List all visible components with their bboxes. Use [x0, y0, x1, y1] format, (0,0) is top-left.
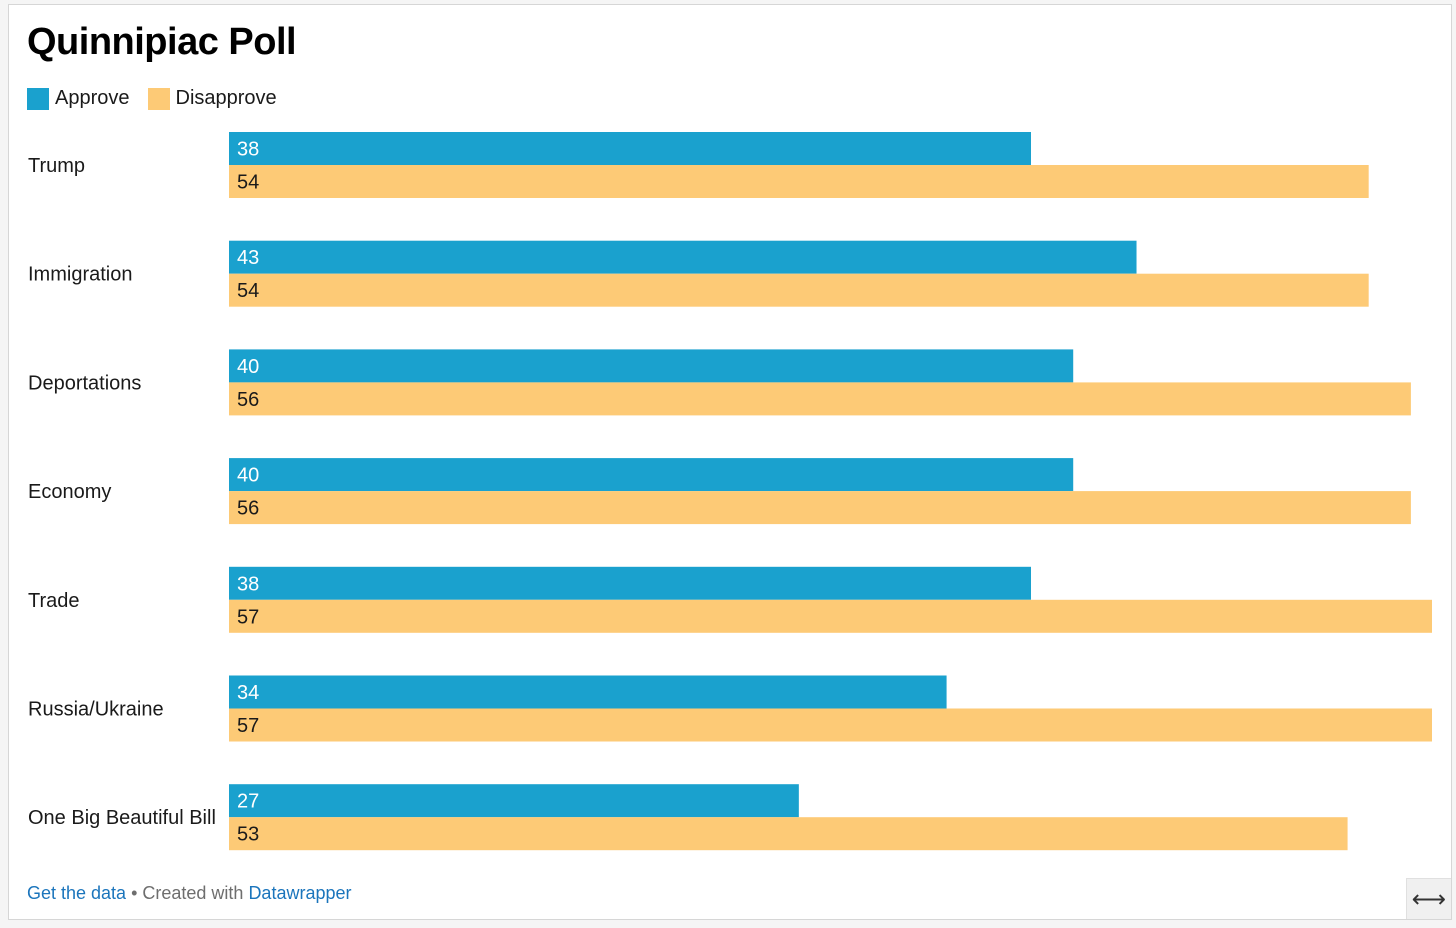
- legend-label-approve: Approve: [55, 87, 130, 109]
- value-label-disapprove-economy: 56: [237, 498, 259, 520]
- value-label-approve-one-big-beautiful-bill: 27: [237, 791, 259, 813]
- value-label-approve-russia-ukraine: 34: [237, 682, 259, 704]
- category-label-trump: Trump: [28, 155, 85, 177]
- chart-title: Quinnipiac Poll: [27, 21, 297, 63]
- value-label-approve-economy: 40: [237, 465, 259, 487]
- value-label-approve-immigration: 43: [237, 247, 259, 269]
- value-label-disapprove-russia-ukraine: 57: [237, 715, 259, 737]
- bar-approve-trump: [229, 132, 1031, 165]
- category-label-trade: Trade: [28, 590, 80, 612]
- bar-approve-immigration: [229, 240, 1137, 274]
- value-label-disapprove-immigration: 54: [237, 280, 259, 302]
- bar-disapprove-trump: [229, 165, 1369, 198]
- bar-disapprove-trade: [229, 599, 1432, 633]
- category-label-russia-ukraine: Russia/Ukraine: [28, 699, 164, 721]
- legend-label-disapprove: Disapprove: [175, 87, 277, 109]
- value-label-approve-trade: 38: [237, 573, 259, 595]
- legend-swatch-approve: [27, 87, 49, 110]
- bar-approve-trade: [229, 566, 1031, 600]
- category-label-economy: Economy: [28, 481, 111, 503]
- bar-disapprove-deportations: [229, 382, 1411, 416]
- category-label-immigration: Immigration: [28, 264, 132, 286]
- legend-item-disapprove: Disapprove: [147, 87, 277, 110]
- bar-disapprove-economy: [229, 491, 1411, 525]
- footer-separator-text: • Created with: [126, 883, 249, 903]
- chart-card: Quinnipiac Poll Approve Disapprove Trump…: [8, 4, 1452, 920]
- category-label-deportations: Deportations: [28, 372, 141, 394]
- expand-horizontal-icon: ⟷: [1411, 885, 1447, 913]
- bar-approve-deportations: [229, 349, 1074, 383]
- legend: Approve Disapprove: [27, 87, 295, 110]
- datawrapper-link[interactable]: Datawrapper: [248, 883, 352, 903]
- bar-approve-one-big-beautiful-bill: [229, 784, 799, 818]
- value-label-disapprove-deportations: 56: [237, 389, 259, 411]
- bar-approve-economy: [229, 458, 1074, 492]
- bar-disapprove-russia-ukraine: [229, 708, 1432, 742]
- value-label-approve-deportations: 40: [237, 356, 259, 378]
- bar-chart: Trump 38 54 Immigration 43 54 Deportations 40 56…: [28, 132, 1432, 851]
- value-label-approve-trump: 38: [237, 139, 259, 161]
- expand-button[interactable]: ⟷: [1406, 878, 1451, 919]
- bar-disapprove-one-big-beautiful-bill: [229, 817, 1348, 851]
- value-label-disapprove-one-big-beautiful-bill: 53: [237, 824, 259, 846]
- legend-swatch-disapprove: [147, 87, 170, 110]
- value-label-disapprove-trump: 54: [237, 172, 259, 194]
- legend-item-approve: Approve: [27, 87, 130, 110]
- get-the-data-link[interactable]: Get the data: [27, 883, 127, 903]
- category-label-one-big-beautiful-bill: One Big Beautiful Bill: [28, 807, 216, 829]
- bar-approve-russia-ukraine: [229, 675, 947, 709]
- bar-disapprove-immigration: [229, 273, 1369, 307]
- chart-footer: Get the data • Created with Datawrapper: [27, 883, 352, 904]
- value-label-disapprove-trade: 57: [237, 606, 259, 628]
